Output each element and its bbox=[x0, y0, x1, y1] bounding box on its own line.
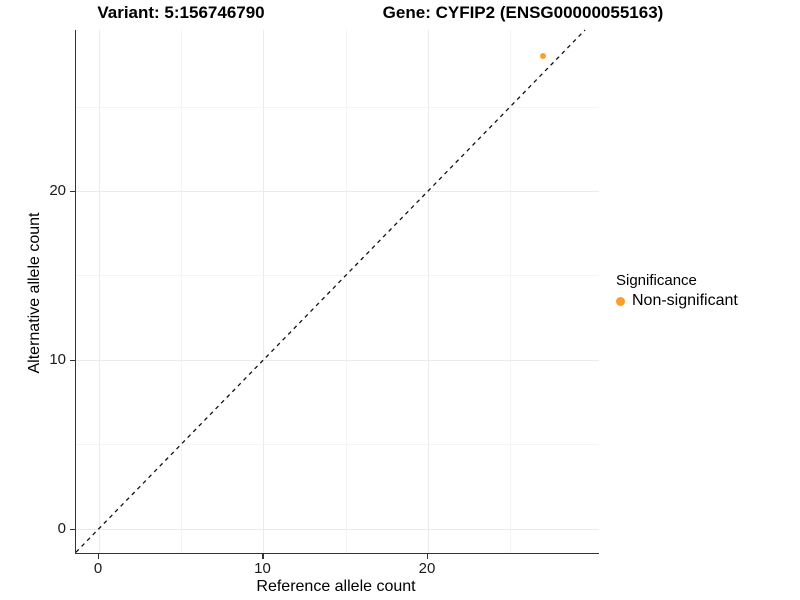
x-axis-title: Reference allele count bbox=[256, 578, 416, 595]
x-gridline bbox=[99, 30, 101, 553]
legend-item: Non-significant bbox=[616, 292, 738, 310]
y-gridline-minor bbox=[76, 275, 599, 277]
y-gridline-minor bbox=[76, 106, 599, 108]
data-point bbox=[540, 53, 547, 60]
y-axis-title: Alternative allele count bbox=[26, 212, 43, 374]
y-tick-label: 0 bbox=[57, 519, 66, 537]
x-tick-mark bbox=[98, 554, 100, 560]
x-tick-label: 0 bbox=[93, 560, 103, 577]
y-tick-mark bbox=[70, 528, 75, 530]
plot-title-variant: Variant: 5:156746790 bbox=[97, 3, 265, 22]
x-tick-mark bbox=[426, 554, 429, 560]
x-gridline bbox=[427, 30, 429, 553]
x-gridline-minor bbox=[510, 30, 512, 553]
y-gridline bbox=[76, 528, 599, 530]
x-gridline-minor bbox=[181, 30, 183, 553]
identity-line bbox=[75, 29, 586, 553]
y-tick-mark bbox=[70, 359, 75, 361]
plot-panel bbox=[75, 29, 599, 554]
x-tick-mark bbox=[262, 554, 264, 560]
y-tick-label: 20 bbox=[49, 182, 66, 200]
legend-point-icon bbox=[616, 296, 625, 306]
y-tick-label: 10 bbox=[49, 350, 66, 368]
x-tick-label: 10 bbox=[254, 560, 271, 577]
x-gridline bbox=[263, 30, 265, 553]
y-gridline bbox=[76, 359, 599, 361]
legend: Significance Non-significant bbox=[616, 272, 738, 310]
x-tick-label: 20 bbox=[418, 560, 436, 577]
legend-title: Significance bbox=[616, 272, 697, 289]
y-gridline bbox=[76, 191, 599, 193]
y-gridline-minor bbox=[76, 444, 599, 446]
y-tick-mark bbox=[70, 191, 75, 193]
plot-title-gene: Gene: CYFIP2 (ENSG00000055163) bbox=[382, 3, 664, 22]
legend-item-label: Non-significant bbox=[632, 292, 738, 309]
x-gridline-minor bbox=[345, 30, 347, 553]
